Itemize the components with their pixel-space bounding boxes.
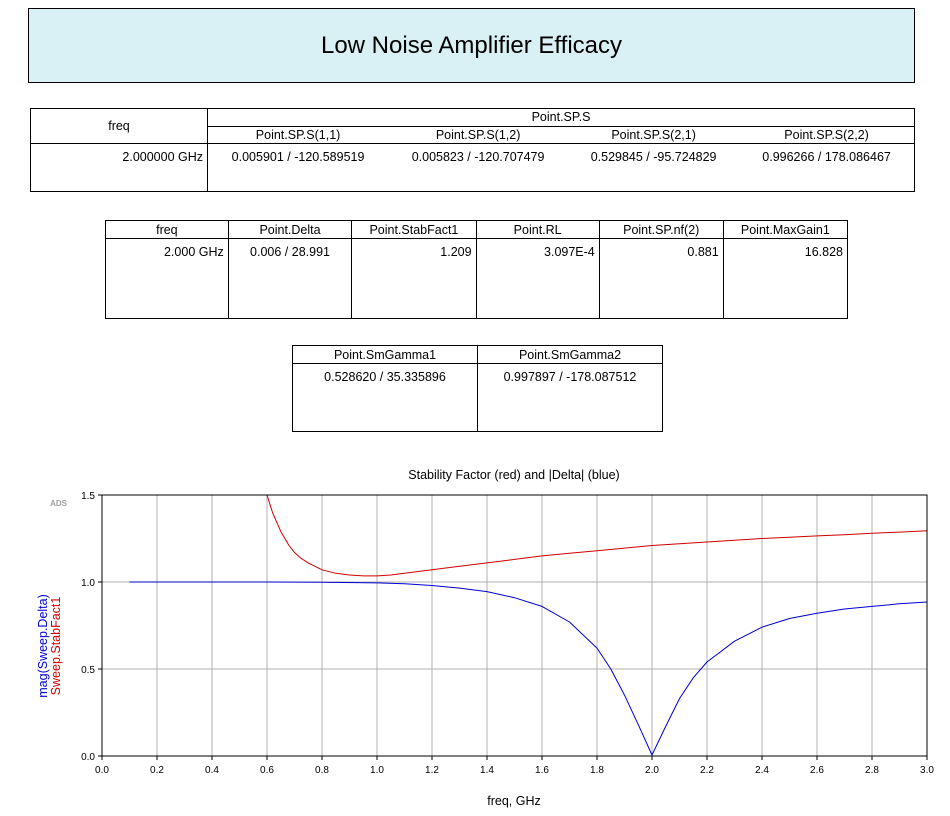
x-tick-label: 2.4 [755,765,769,776]
x-tick-label: 1.2 [425,765,439,776]
sp-header-s22: Point.SP.S(2,2) [739,126,916,144]
sp-group-header: Point.SP.S [207,108,915,127]
x-tick-label: 0.0 [95,765,109,776]
point-header-maxgain: Point.MaxGain1 [722,220,849,239]
gamma-value-2: 0.997897 / -178.087512 [477,363,663,432]
sp-freq-value: 2.000000 GHz [30,143,208,192]
series-layer [129,494,928,756]
y-tick-label: 1.0 [81,578,95,589]
sp-header-s21: Point.SP.S(2,1) [568,126,740,144]
ads-watermark: ADS [50,499,68,508]
x-tick-label: 3.0 [920,765,934,776]
point-header-nf: Point.SP.nf(2) [598,220,724,239]
y-tick-label: 0.0 [81,752,95,763]
point-table: freq Point.Delta Point.StabFact1 Point.R… [105,220,849,319]
sp-value-s12: 0.005823 / -120.707479 [388,143,569,192]
point-value-freq: 2.000 GHz [105,238,229,319]
x-tick-label: 1.8 [590,765,604,776]
x-tick-label: 2.6 [810,765,824,776]
chart-title: Stability Factor (red) and |Delta| (blue… [408,468,619,482]
grid-layer [102,495,927,756]
x-tick-label: 2.8 [865,765,879,776]
point-value-maxgain: 16.828 [722,238,849,319]
x-tick-label: 0.6 [260,765,274,776]
sp-value-s22: 0.996266 / 178.086467 [739,143,916,192]
plot-frame [101,494,928,757]
point-value-stabfact: 1.209 [351,238,477,319]
x-tick-label: 1.4 [480,765,494,776]
sparam-table: freq Point.SP.S Point.SP.S(1,1) Point.SP… [30,108,916,192]
sp-value-s21: 0.529845 / -95.724829 [568,143,740,192]
point-header-stabfact: Point.StabFact1 [351,220,477,239]
gamma-header-2: Point.SmGamma2 [477,345,663,364]
point-header-freq: freq [105,220,229,239]
stabfact-series-line [266,494,928,577]
stability-chart: Stability Factor (red) and |Delta| (blue… [36,468,934,808]
y-tick-label: 0.5 [81,665,95,676]
x-tick-label: 1.0 [370,765,384,776]
x-tick-label: 2.2 [700,765,714,776]
y-axis-label-stabfact: Sweep.StabFact1 [49,597,63,696]
x-tick-label: 0.4 [205,765,219,776]
freq-header: freq [30,108,208,144]
gamma-header-1: Point.SmGamma1 [292,345,478,364]
sp-header-s12: Point.SP.S(1,2) [388,126,569,144]
point-value-nf: 0.881 [598,238,724,319]
point-value-rl: 3.097E-4 [475,238,600,319]
gamma-table: Point.SmGamma1 Point.SmGamma2 0.528620 /… [292,345,663,432]
point-value-delta: 0.006 / 28.991 [227,238,353,319]
y-tick-label: 1.5 [81,491,95,502]
point-header-delta: Point.Delta [227,220,353,239]
sp-value-s11: 0.005901 / -120.589519 [207,143,389,192]
delta-series-line [129,581,928,756]
point-header-rl: Point.RL [475,220,600,239]
x-tick-label: 0.8 [315,765,329,776]
gamma-value-1: 0.528620 / 35.335896 [292,363,478,432]
x-tick-label: 0.2 [150,765,164,776]
x-axis-label: freq, GHz [487,794,541,808]
page-title: Low Noise Amplifier Efficacy [28,8,915,83]
x-tick-label: 1.6 [535,765,549,776]
x-tick-label: 2.0 [645,765,659,776]
sp-header-s11: Point.SP.S(1,1) [207,126,389,144]
y-axis-label-delta: mag(Sweep.Delta) [36,594,50,698]
tick-layer: 0.0 0.2 0.4 0.6 0.8 1.0 1.2 1.4 1.6 1.8 2.0 2.2 2.4 2… [81,491,934,776]
